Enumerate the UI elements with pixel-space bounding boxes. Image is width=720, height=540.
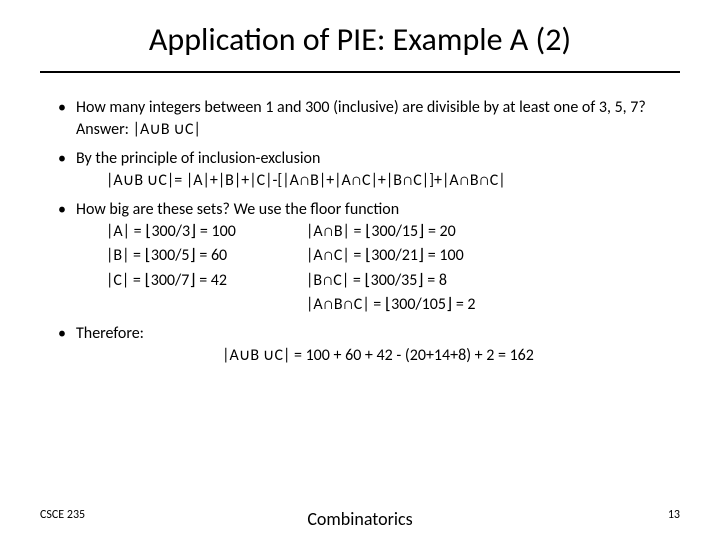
bullet-4-result: |A∪B ∪C| = 100 + 60 + 42 - (20+14+8) + 2… <box>76 345 680 367</box>
bullet-1: How many integers between 1 and 300 (inc… <box>58 97 680 142</box>
set-B: |B| = ⌊300/5⌋ = 60 <box>106 245 306 267</box>
bullet-4: Therefore: |A∪B ∪C| = 100 + 60 + 42 - (2… <box>58 323 680 368</box>
bullet-3: How big are these sets? We use the floor… <box>58 199 680 317</box>
bullet-2-text: By the principle of inclusion-exclusion <box>76 148 680 170</box>
bullet-1-text: How many integers between 1 and 300 (inc… <box>76 97 680 119</box>
bullet-2-formula: |A∪B ∪C|= |A|+|B|+|C|-[|A∩B|+|A∩C|+|B∩C|… <box>76 170 680 192</box>
footer-page-number: 13 <box>668 508 680 522</box>
bullet-4-text: Therefore: <box>76 323 680 345</box>
slide-content: How many integers between 1 and 300 (inc… <box>40 97 680 367</box>
footer-course: CSCE 235 <box>40 508 85 522</box>
set-C: |C| = ⌊300/7⌋ = 42 <box>106 270 306 292</box>
bullet-1-answer: Answer: |A∪B ∪C| <box>76 119 680 141</box>
set-AC: |A∩C| = ⌊300/21⌋ = 100 <box>306 245 464 267</box>
title-rule <box>40 71 680 73</box>
set-AB: |A∩B| = ⌊300/15⌋ = 20 <box>306 221 456 243</box>
slide-title: Application of PIE: Example A (2) <box>40 20 680 59</box>
set-empty <box>106 294 306 316</box>
bullet-3-text: How big are these sets? We use the floor… <box>76 199 680 221</box>
set-A: |A| = ⌊300/3⌋ = 100 <box>106 221 306 243</box>
footer-topic: Combinatorics <box>307 508 412 530</box>
set-BC: |B∩C| = ⌊300/35⌋ = 8 <box>306 270 447 292</box>
slide-footer: CSCE 235 Combinatorics 13 <box>40 508 680 522</box>
set-ABC: |A∩B∩C| = ⌊300/105⌋ = 2 <box>306 294 476 316</box>
bullet-list: How many integers between 1 and 300 (inc… <box>40 97 680 367</box>
bullet-2: By the principle of inclusion-exclusion … <box>58 148 680 193</box>
